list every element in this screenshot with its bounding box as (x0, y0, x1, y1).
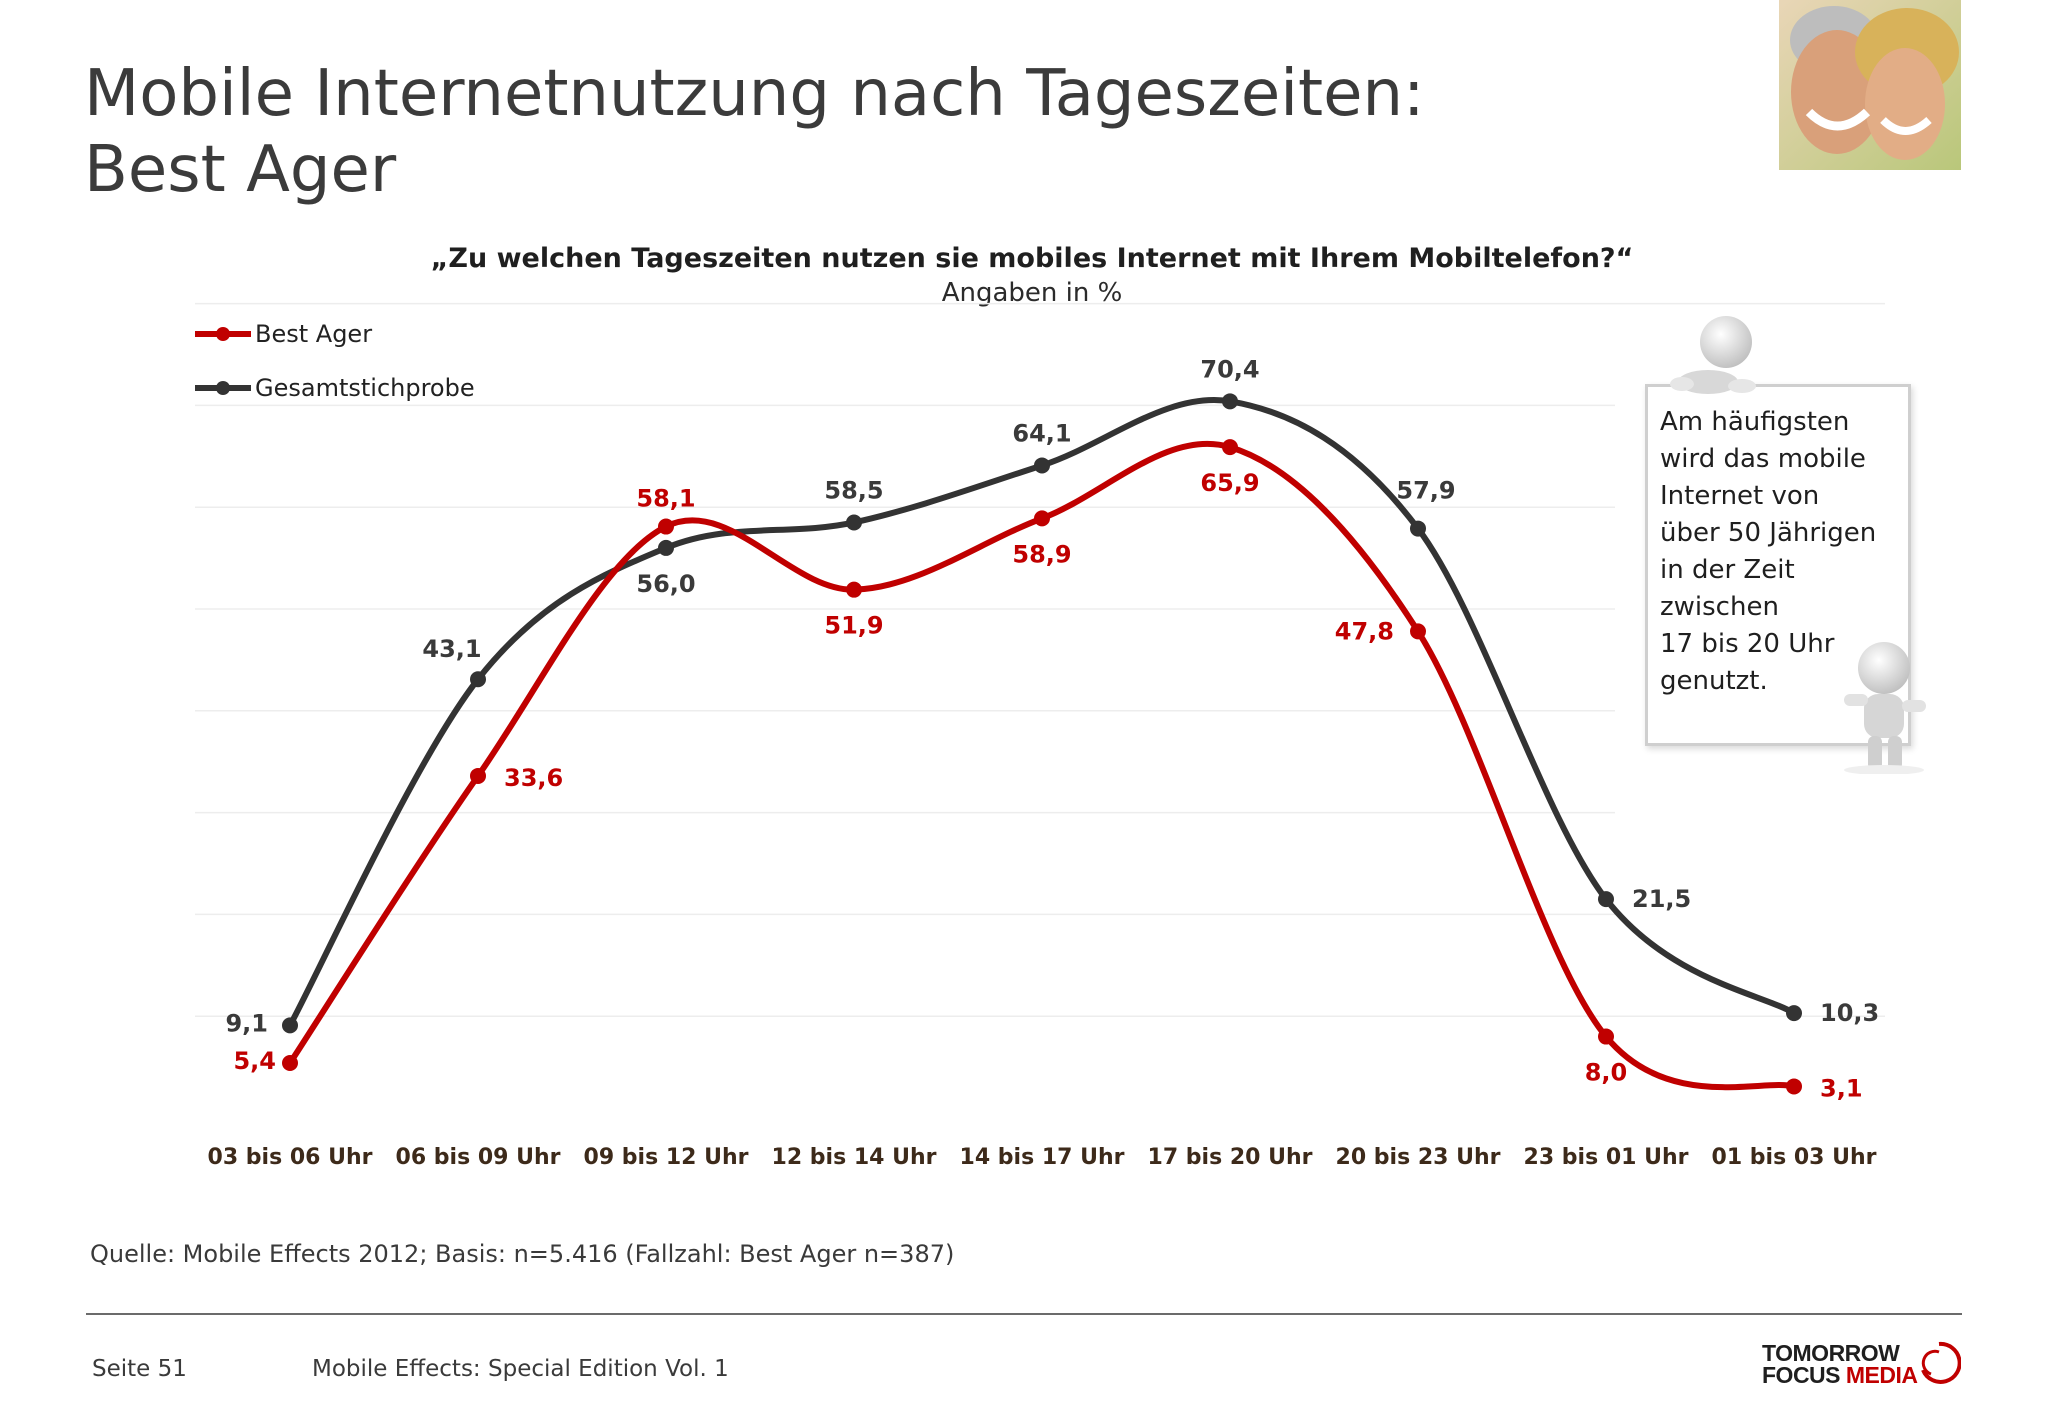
figure-standing-icon (1844, 642, 1926, 774)
data-point-gesamtstichprobe (470, 671, 486, 688)
data-point-gesamtstichprobe (658, 539, 674, 556)
data-label-gesamtstichprobe: 9,1 (225, 1009, 268, 1037)
x-tick-label: 12 bis 14 Uhr (772, 1145, 937, 1170)
data-point-best-ager (1786, 1078, 1802, 1095)
line-chart: 5,4 33,6 58,1 51,9 58,9 65,9 47,8 8,0 3,1 9,1 43,1… (195, 302, 1885, 1170)
data-label-best-ager: 51,9 (824, 612, 883, 640)
logo-text-focus: FOCUS (1762, 1362, 1841, 1388)
data-label-best-ager: 65,9 (1200, 469, 1259, 497)
data-label-best-ager: 33,6 (504, 764, 563, 792)
x-tick-label: 01 bis 03 Uhr (1712, 1145, 1877, 1170)
data-point-best-ager (1034, 510, 1050, 527)
data-point-gesamtstichprobe (1034, 457, 1050, 474)
data-label-best-ager: 47,8 (1335, 617, 1394, 645)
legend-label-gesamtstichprobe: Gesamtstichprobe (255, 374, 475, 402)
x-tick-label: 14 bis 17 Uhr (960, 1145, 1125, 1170)
data-point-gesamtstichprobe (846, 514, 862, 531)
data-point-best-ager (846, 581, 862, 598)
x-tick-label: 06 bis 09 Uhr (396, 1145, 561, 1170)
page-title-line1: Mobile Internetnutzung nach Tageszeiten: (84, 57, 1425, 131)
data-label-best-ager: 3,1 (1820, 1074, 1863, 1102)
data-point-gesamtstichprobe (1410, 520, 1426, 537)
data-label-gesamtstichprobe: 56,0 (636, 570, 695, 598)
legend-label-best-ager: Best Ager (255, 320, 373, 348)
data-point-gesamtstichprobe (282, 1017, 298, 1034)
page-title-line2: Best Ager (84, 133, 397, 207)
data-point-best-ager (1410, 623, 1426, 640)
source-note: Quelle: Mobile Effects 2012; Basis: n=5.… (90, 1240, 955, 1268)
data-label-best-ager: 8,0 (1585, 1059, 1628, 1087)
data-label-gesamtstichprobe: 58,5 (824, 476, 883, 504)
tomorrow-focus-media-logo: TOMORROW FOCUS MEDIA (1762, 1340, 1962, 1389)
data-label-gesamtstichprobe: 21,5 (1632, 885, 1691, 913)
data-label-best-ager: 58,1 (636, 485, 695, 513)
x-tick-label: 17 bis 20 Uhr (1148, 1145, 1313, 1170)
data-point-best-ager (282, 1055, 298, 1072)
data-point-best-ager (1598, 1028, 1614, 1045)
legend-swatch-best-ager (195, 327, 251, 341)
data-label-gesamtstichprobe: 57,9 (1396, 477, 1455, 505)
footer-divider (86, 1313, 1962, 1315)
x-tick-label: 23 bis 01 Uhr (1524, 1145, 1689, 1170)
data-point-gesamtstichprobe (1786, 1005, 1802, 1022)
page-number: Seite 51 (92, 1356, 187, 1382)
couple-photo (1779, 0, 1961, 170)
series-line-gesamtstichprobe (287, 397, 1797, 1029)
page-title: Mobile Internetnutzung nach Tageszeiten:… (84, 56, 1425, 208)
data-label-gesamtstichprobe: 10,3 (1820, 999, 1879, 1027)
edition-label: Mobile Effects: Special Edition Vol. 1 (312, 1356, 729, 1382)
data-label-best-ager: 5,4 (233, 1047, 276, 1075)
legend-item-best-ager: Best Ager (195, 316, 372, 352)
data-label-gesamtstichprobe: 64,1 (1012, 419, 1071, 447)
note-text: Am häufigsten wird das mobile Internet v… (1660, 407, 1877, 696)
data-label-best-ager: 58,9 (1012, 540, 1071, 568)
data-point-gesamtstichprobe (1222, 393, 1238, 410)
x-tick-label: 03 bis 06 Uhr (208, 1145, 373, 1170)
figure-peeking-icon (1670, 316, 1756, 394)
x-tick-label: 20 bis 23 Uhr (1336, 1145, 1501, 1170)
legend-swatch-gesamtstichprobe (195, 381, 251, 395)
logo-ring-icon (1921, 1341, 1961, 1384)
logo-text-line1: TOMORROW (1762, 1340, 1900, 1366)
x-tick-label: 09 bis 12 Uhr (584, 1145, 749, 1170)
data-point-best-ager (658, 518, 674, 535)
data-point-best-ager (470, 767, 486, 784)
data-label-gesamtstichprobe: 43,1 (422, 635, 481, 663)
data-label-gesamtstichprobe: 70,4 (1200, 355, 1259, 383)
data-point-best-ager (1222, 439, 1238, 456)
chart-title: „Zu welchen Tageszeiten nutzen sie mobil… (430, 243, 1634, 274)
legend-item-gesamtstichprobe: Gesamtstichprobe (195, 370, 475, 406)
data-point-gesamtstichprobe (1598, 891, 1614, 908)
logo-text-media: MEDIA (1845, 1362, 1918, 1388)
logo-text-line2: FOCUS MEDIA (1762, 1362, 1918, 1389)
